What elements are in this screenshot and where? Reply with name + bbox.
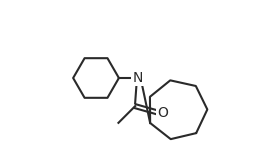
Text: N: N [132, 71, 143, 85]
Text: O: O [157, 106, 168, 120]
